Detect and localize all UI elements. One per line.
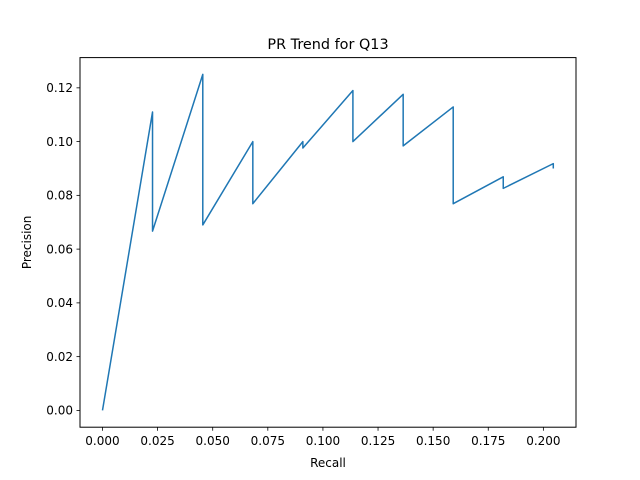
axes-frame (79, 57, 577, 428)
x-tick-label: 0.050 (196, 434, 230, 448)
x-tick-label: 0.175 (471, 434, 505, 448)
x-tick-label: 0.000 (85, 434, 119, 448)
x-tick-label: 0.200 (526, 434, 560, 448)
y-tick-label: 0.02 (46, 350, 73, 364)
x-axis: 0.000 0.025 0.050 0.075 0.100 0.125 0.150 0.175… (85, 427, 561, 448)
y-tick-label: 0.12 (46, 81, 73, 95)
x-tick-label: 0.100 (306, 434, 340, 448)
y-axis: 0.00 0.02 0.04 0.06 0.08 0.10 0.12 (46, 81, 80, 418)
y-tick-label: 0.08 (46, 189, 73, 203)
y-tick-label: 0.10 (46, 135, 73, 149)
x-axis-label: Recall (310, 456, 346, 470)
chart-title: PR Trend for Q13 (267, 37, 388, 53)
x-tick-label: 0.075 (251, 434, 285, 448)
plot-area (101, 73, 555, 411)
y-tick-label: 0.06 (46, 242, 73, 256)
series-line-0 (101, 73, 555, 411)
y-axis-label: Precision (20, 216, 34, 270)
x-tick-label: 0.025 (140, 434, 174, 448)
x-tick-label: 0.125 (361, 434, 395, 448)
x-tick-label: 0.150 (416, 434, 450, 448)
y-tick-label: 0.04 (46, 296, 73, 310)
y-tick-label: 0.00 (46, 404, 73, 418)
